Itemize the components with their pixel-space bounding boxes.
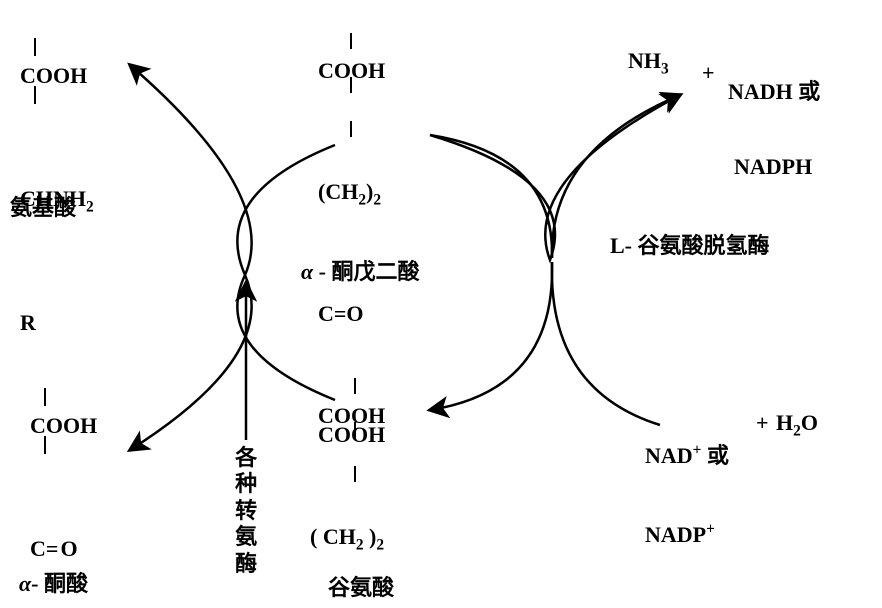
arc-right-bot2: [430, 262, 552, 410]
arc-right-top: [430, 135, 552, 258]
h2o: H2O: [776, 410, 818, 436]
label-amino-acid: 氨基酸: [10, 190, 76, 222]
line: R: [20, 310, 94, 336]
line: (CH2)2: [318, 179, 385, 205]
bond: [44, 436, 46, 454]
bond: [34, 86, 36, 104]
plus-top: +: [702, 60, 715, 86]
bond: [34, 38, 36, 56]
nadh-nadph: NADH 或 NADPH: [728, 28, 820, 205]
arc-right-bot: [552, 262, 660, 425]
bond: [350, 33, 352, 49]
bond: [44, 388, 46, 406]
bond: [354, 422, 356, 438]
bond: [354, 466, 356, 482]
arc-left-down: [130, 145, 335, 450]
label-alpha-ketoglutarate: α - 酮戊二酸: [290, 228, 420, 286]
diagram-root: { "canvas": { "width": 882, "height": 60…: [0, 0, 882, 608]
nad-nadp: NAD+ 或 NADP+: [645, 390, 729, 575]
label-enzyme-left: 各种转氨酶: [234, 445, 258, 577]
line: COOH: [30, 413, 97, 439]
nh3: NH3: [628, 48, 669, 74]
bond: [350, 121, 352, 137]
plus-bottom: +: [756, 410, 769, 436]
label-glutamate: 谷氨酸: [328, 570, 394, 602]
mol-amino-acid: COOH CHNH2 R: [20, 10, 94, 363]
bond: [354, 378, 356, 394]
line: C=O: [318, 301, 385, 327]
bond: [350, 77, 352, 93]
line: ( CH2 )2: [310, 524, 392, 550]
label-alpha-keto-acid: α- 酮酸: [8, 540, 88, 598]
label-enzyme-right: L- 谷氨酸脱氢酶: [610, 228, 770, 260]
line: COOH: [20, 63, 94, 89]
